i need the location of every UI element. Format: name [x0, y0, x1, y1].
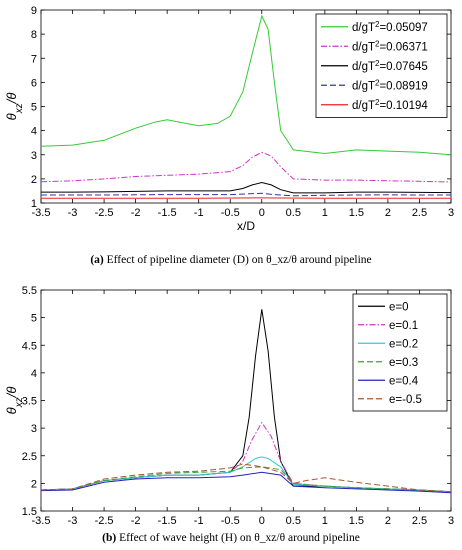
series-line-2	[41, 181, 452, 194]
x-tick-label: 1.5	[349, 207, 364, 219]
caption-b-text: Effect of wave height (H) on θ_xz/θ arou…	[119, 532, 360, 544]
legend-label: d/gT2=0.10194	[352, 97, 428, 112]
y-tick-label: 2	[31, 174, 37, 186]
legend-label: d/gT2=0.05097	[352, 19, 428, 34]
y-tick-label: 1.5	[22, 506, 37, 518]
y-tick-label: 7	[31, 53, 37, 65]
x-tick-label: -1.5	[158, 207, 177, 219]
legend-label: e=0.4	[389, 375, 419, 387]
x-tick-label: -1.5	[158, 515, 177, 527]
x-tick-label: -2	[131, 207, 141, 219]
y-axis-label: θxz/θ	[4, 387, 25, 415]
x-axis-label: x/D	[237, 219, 255, 233]
y-tick-label: 3	[31, 423, 37, 435]
x-tick-label: -1	[194, 515, 204, 527]
legend-label: e=0.1	[389, 320, 418, 332]
series-line-5	[40, 463, 452, 493]
y-tick-label: 3	[31, 150, 37, 162]
y-axis-label: θxz/θ	[4, 93, 25, 121]
series-line-1	[40, 151, 452, 183]
series-line-0	[40, 14, 452, 156]
x-tick-label: 2.5	[412, 207, 427, 219]
x-tick-label: 0	[259, 515, 265, 527]
y-tick-label: 4.5	[22, 340, 37, 352]
legend-label: d/gT2=0.07645	[352, 58, 428, 73]
x-tick-label: -2	[131, 515, 141, 527]
legend-label: e=0.3	[389, 357, 418, 369]
legend-label: e=0.2	[389, 338, 418, 350]
caption-b: (b) Effect of wave height (H) on θ_xz/θ …	[0, 532, 462, 544]
y-tick-label: 8	[31, 29, 37, 41]
x-tick-label: -3.5	[32, 207, 51, 219]
y-tick-label: 5	[31, 102, 37, 114]
y-tick-label: 4	[31, 126, 37, 138]
y-tick-label: 5	[31, 313, 37, 325]
y-tick-label: 6	[31, 77, 37, 89]
series-line-4	[40, 471, 452, 494]
legend-label: d/gT2=0.06371	[352, 39, 428, 54]
x-tick-label: -1	[194, 207, 204, 219]
x-tick-label: -3	[68, 515, 78, 527]
x-tick-label: -0.5	[221, 515, 240, 527]
x-tick-label: 2	[385, 515, 391, 527]
legend-label: e=-0.5	[389, 394, 422, 406]
legend-label: d/gT2=0.08919	[352, 78, 428, 93]
x-tick-label: 1	[322, 207, 328, 219]
y-tick-label: 5.5	[22, 285, 37, 297]
caption-a-text: Effect of pipeline diameter (D) on θ_xz/…	[106, 254, 372, 266]
x-tick-label: -3.5	[32, 515, 51, 527]
x-tick-label: 0	[259, 207, 265, 219]
legend-label: e=0	[389, 301, 409, 313]
y-tick-label: 2	[31, 478, 37, 490]
y-tick-label: 2.5	[22, 451, 37, 463]
chart-b: -3.5 -3 -2.5 -2 -1.5 -1 -0.5 0 0.5 1 1.5 2 2.5 3 1.5 2 2…	[4, 285, 454, 527]
x-tick-label: 3	[448, 515, 454, 527]
y-tick-label: 9	[31, 5, 37, 17]
x-tick-label: 3	[448, 207, 454, 219]
caption-a-label: (a)	[90, 254, 104, 266]
x-tick-label: -3	[68, 207, 78, 219]
x-tick-label: -0.5	[221, 207, 240, 219]
x-tick-label: 2	[385, 207, 391, 219]
caption-b-label: (b)	[102, 532, 117, 544]
x-tick-label: 0.5	[286, 207, 301, 219]
chart-a: -3.5 -3 -2.5 -2 -1.5 -1 -0.5 0 0.5 1 1.5 2 2.5 3 1 2 3 4 5…	[4, 5, 454, 233]
x-tick-label: 1	[322, 515, 328, 527]
x-tick-label: 1.5	[349, 515, 364, 527]
y-tick-label: 1	[31, 198, 37, 210]
x-tick-label: -2.5	[95, 515, 114, 527]
x-tick-label: 2.5	[412, 515, 427, 527]
caption-a: (a) Effect of pipeline diameter (D) on θ…	[0, 254, 462, 266]
y-tick-label: 3.5	[22, 396, 37, 408]
x-tick-label: 0.5	[286, 515, 301, 527]
x-tick-label: -2.5	[95, 207, 114, 219]
legend-box	[352, 293, 448, 412]
y-tick-label: 4	[31, 368, 37, 380]
